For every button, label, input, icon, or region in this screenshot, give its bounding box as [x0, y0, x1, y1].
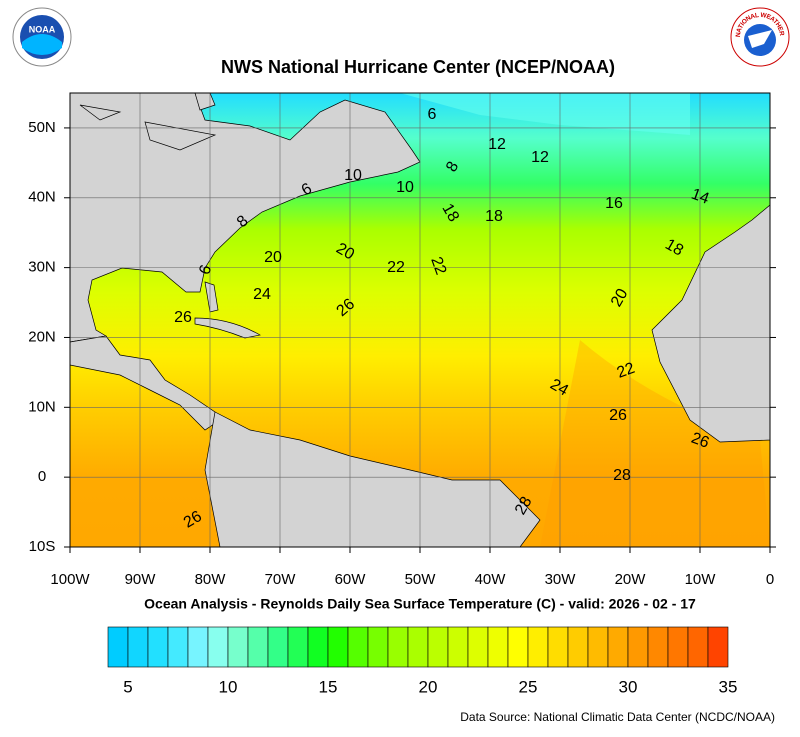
contour-label: 14: [689, 186, 712, 208]
colorbar-box: [367, 626, 389, 668]
contour-label: 20: [264, 249, 282, 266]
logo-text: NATIONAL WEATHER SERVICE: [0, 0, 785, 38]
logo-text: NOAA: [29, 24, 56, 34]
colorbar-box: [347, 626, 369, 668]
colorbar-box: [167, 626, 189, 668]
contour-label: 18: [662, 236, 686, 260]
colorbar-tick-label: 35: [719, 677, 738, 696]
ocean-cold-band: [400, 93, 690, 135]
x-tick-label: 30W: [545, 571, 577, 588]
colorbar-box: [547, 626, 569, 668]
colorbar-tick-label: 30: [619, 677, 638, 696]
colorbar-box: [207, 626, 229, 668]
y-tick-label: 30N: [28, 259, 56, 276]
contour-label: 18: [485, 208, 503, 225]
contour-label: 26: [609, 407, 627, 424]
colorbar-tick-label: 15: [319, 677, 338, 696]
subtitle: Ocean Analysis - Reynolds Daily Sea Surf…: [144, 596, 696, 612]
y-tick-label: 20N: [28, 328, 56, 345]
colorbar-box: [307, 626, 329, 668]
x-tick-label: 100W: [50, 571, 90, 588]
contour-label: 18: [438, 201, 462, 225]
contour-label: 28: [613, 467, 631, 484]
x-tick-label: 90W: [125, 571, 157, 588]
colorbar-box: [247, 626, 269, 668]
colorbar-box: [267, 626, 289, 668]
contour-label: 24: [547, 376, 571, 400]
colorbar-box: [567, 626, 589, 668]
y-tick-label: 0: [38, 468, 46, 485]
contour-label: 24: [253, 286, 271, 303]
colorbar-tick-label: 25: [519, 677, 538, 696]
contour-label: 10: [344, 167, 362, 184]
x-tick-label: 70W: [265, 571, 297, 588]
axes: 100W 90W 80W 70W 60W 50W 40W 30W 20W 10W 0 10S 0 10N 2…: [28, 119, 776, 588]
x-tick-label: 10W: [685, 571, 717, 588]
contour-label: 16: [605, 195, 623, 212]
colorbar-box: [227, 626, 249, 668]
x-tick-label: 0: [766, 571, 774, 588]
contour-label: 22: [427, 255, 449, 278]
x-tick-label: 40W: [475, 571, 507, 588]
colorbar: 5 10 15 20 25 30 35: [107, 626, 738, 696]
x-tick-label: 60W: [335, 571, 367, 588]
colorbar-box: [687, 626, 709, 668]
contour-label: 26: [689, 430, 712, 452]
colorbar-box: [287, 626, 309, 668]
contour-label: 28: [512, 494, 536, 518]
x-tick-label: 50W: [405, 571, 437, 588]
logo-ring-text: NATIONAL WEATHER SERVICE: [0, 0, 785, 38]
x-tick-label: 20W: [615, 571, 647, 588]
contour-label: 20: [608, 286, 632, 310]
colorbar-box: [707, 626, 729, 668]
colorbar-box: [647, 626, 669, 668]
contour-label: 12: [531, 149, 549, 166]
noaa-logo: NOAA: [12, 7, 72, 67]
contour-label: 12: [488, 136, 506, 153]
colorbar-box: [447, 626, 469, 668]
contour-label: 6: [428, 106, 437, 123]
colorbar-box: [327, 626, 349, 668]
colorbar-box: [427, 626, 449, 668]
y-tick-label: 50N: [28, 119, 56, 136]
colorbar-box: [627, 626, 649, 668]
colorbar-box: [187, 626, 209, 668]
colorbar-box: [107, 626, 129, 668]
colorbar-box: [527, 626, 549, 668]
colorbar-tick-label: 20: [419, 677, 438, 696]
colorbar-box: [607, 626, 629, 668]
colorbar-box: [487, 626, 509, 668]
colorbar-box: [127, 626, 149, 668]
colorbar-tick-label: 10: [219, 677, 238, 696]
colorbar-box: [467, 626, 489, 668]
y-tick-label: 10N: [28, 398, 56, 415]
colorbar-box: [587, 626, 609, 668]
contour-label: 10: [396, 179, 414, 196]
contour-label: 20: [333, 240, 357, 264]
source: Data Source: National Climatic Data Cent…: [460, 710, 775, 724]
x-tick-label: 80W: [195, 571, 227, 588]
title: NWS National Hurricane Center (NCEP/NOAA…: [221, 57, 615, 77]
colorbar-box: [507, 626, 529, 668]
contour-label: 22: [615, 360, 638, 382]
colorbar-box: [147, 626, 169, 668]
y-tick-label: 40N: [28, 189, 56, 206]
y-tick-label: 10S: [29, 538, 56, 555]
colorbar-box: [407, 626, 429, 668]
grid: [70, 93, 770, 547]
colorbar-tick-label: 5: [123, 677, 132, 696]
contour-label: 22: [387, 259, 405, 276]
colorbar-box: [667, 626, 689, 668]
colorbar-box: [387, 626, 409, 668]
contour-label: 26: [181, 508, 205, 532]
ocean-warm-band: [540, 340, 770, 547]
contour-label: 26: [174, 309, 192, 326]
